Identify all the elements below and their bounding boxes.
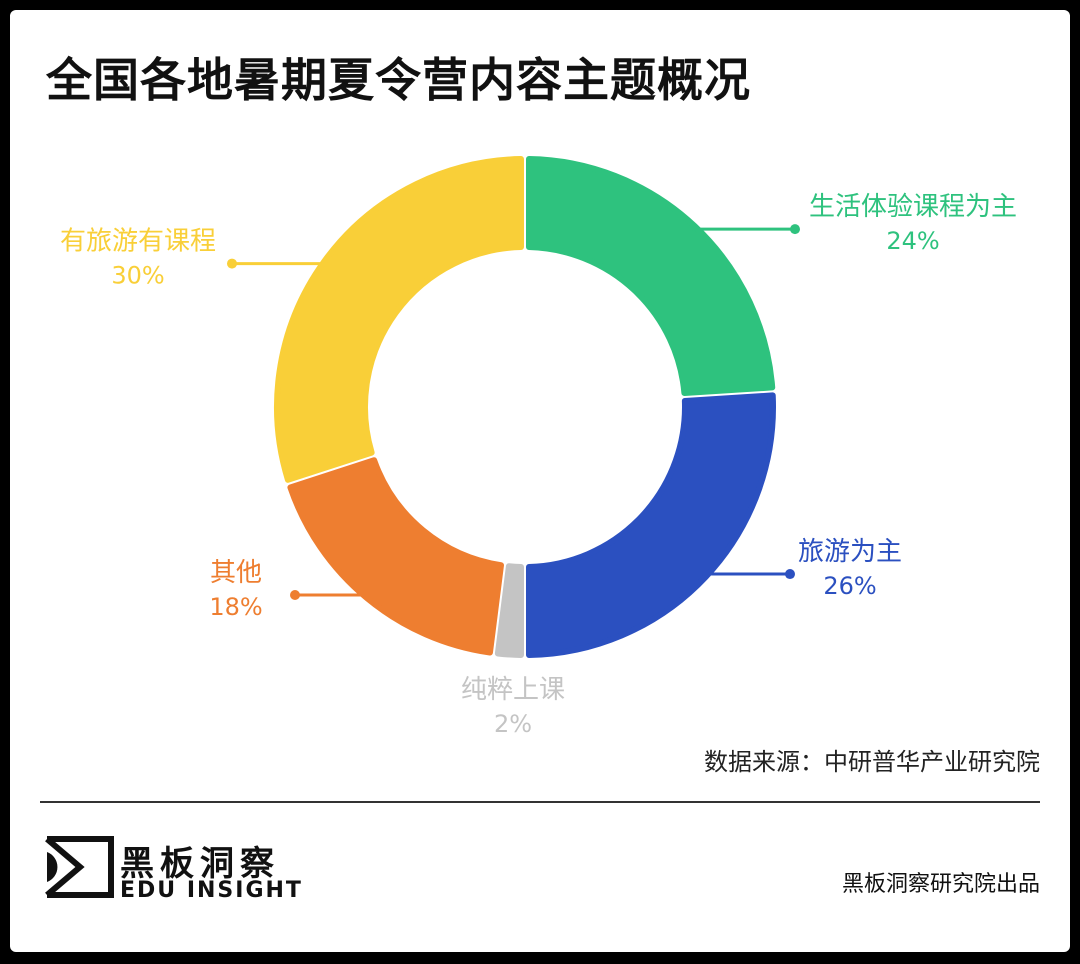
slice-value-5: 30% <box>111 262 164 290</box>
slice-5 <box>274 156 524 483</box>
brand-logo-icon <box>45 836 114 898</box>
leader-dot-1 <box>790 224 800 235</box>
brand-name-cn: 黑板洞察 <box>120 844 280 884</box>
slice-value-2: 26% <box>823 572 876 600</box>
leader-dot-2 <box>785 569 795 580</box>
slice-value-1: 24% <box>886 227 939 255</box>
donut-chart: 生活体验课程为主 24% 旅游为主 26% 纯粹上课 2% 其他 18% 有旅游有课程 30% <box>60 156 1017 738</box>
slice-label-4: 其他 <box>210 558 262 588</box>
page-title: 全国各地暑期夏令营内容主题概况 <box>46 53 751 107</box>
leader-dot-5 <box>227 258 237 269</box>
slice-value-4: 18% <box>209 593 262 621</box>
data-source: 数据来源：中研普华产业研究院 <box>704 748 1040 776</box>
slice-1 <box>526 156 776 396</box>
slice-label-5: 有旅游有课程 <box>60 227 216 257</box>
divider <box>40 801 1040 803</box>
infographic-card: 全国各地暑期夏令营内容主题概况 生活体验课程为主 24% 旅游为主 26% 纯粹上课 2%… <box>10 10 1070 952</box>
brand-name-en: EDU INSIGHT <box>120 878 303 903</box>
credit-text: 黑板洞察研究院出品 <box>841 872 1040 897</box>
slice-label-1: 生活体验课程为主 <box>809 192 1017 222</box>
slice-3 <box>494 563 524 658</box>
slice-label-3: 纯粹上课 <box>461 675 565 705</box>
slice-4 <box>287 457 504 656</box>
slice-label-2: 旅游为主 <box>798 537 902 567</box>
leader-dot-4 <box>290 590 300 601</box>
slice-2 <box>526 392 776 658</box>
slice-value-3: 2% <box>494 710 532 738</box>
